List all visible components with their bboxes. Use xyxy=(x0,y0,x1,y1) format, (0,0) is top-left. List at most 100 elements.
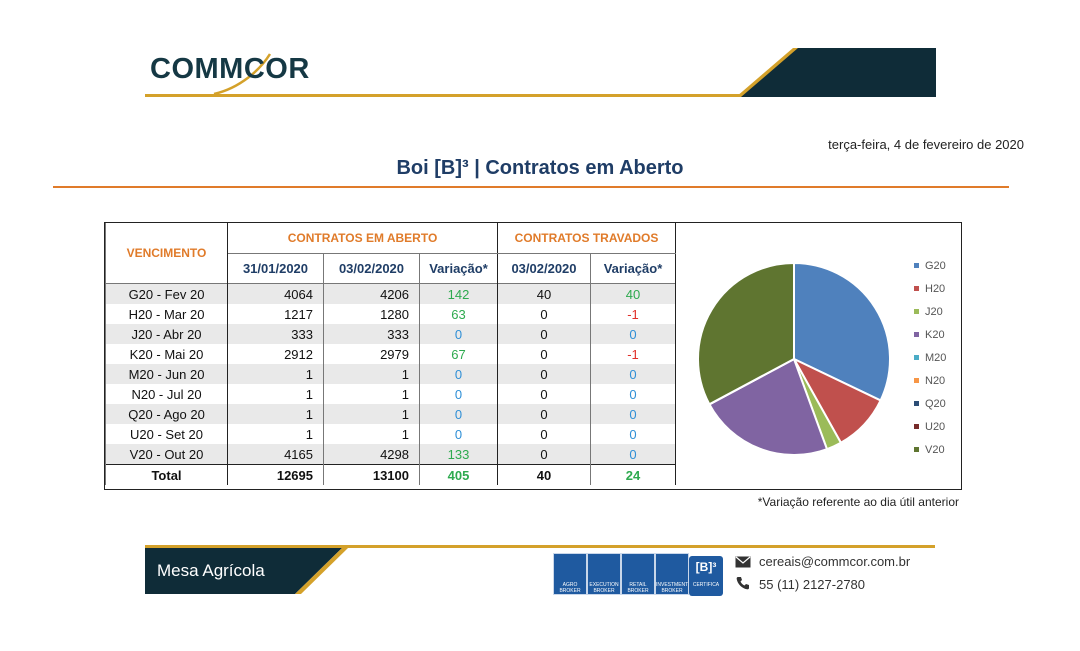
cell-aberto-variacao: 133 xyxy=(419,444,498,465)
cell-aberto-03-02: 1 xyxy=(323,404,420,424)
legend-item-q20: Q20 xyxy=(914,392,946,415)
cell-travados-03-02: 0 xyxy=(497,344,591,364)
cell-aberto-31-01: 1 xyxy=(227,384,324,404)
legend-item-k20: K20 xyxy=(914,323,946,346)
cell-aberto-31-01: 1 xyxy=(227,404,324,424)
cell-aberto-03-02: 1 xyxy=(323,384,420,404)
subheader-date-3: 03/02/2020 xyxy=(497,253,591,284)
table-row: G20 - Fev 20 4064 4206 142 40 40 xyxy=(105,283,676,304)
subheader-variacao-1: Variação* xyxy=(419,253,498,284)
header-band xyxy=(736,48,936,97)
contact-email[interactable]: cereais@commcor.com.br xyxy=(759,554,911,569)
table-row: H20 - Mar 20 1217 1280 63 0 -1 xyxy=(105,304,676,324)
cell-aberto-31-01: 1 xyxy=(227,424,324,444)
cell-aberto-31-01: 4064 xyxy=(227,283,324,304)
legend-swatch xyxy=(914,332,919,337)
legend-label: K20 xyxy=(925,328,945,341)
header-gold-line xyxy=(145,94,935,97)
badge-agro-broker: AGRO BROKER xyxy=(553,553,587,595)
cell-travados-variacao: 0 xyxy=(590,444,676,465)
contact-phone[interactable]: 55 (11) 2127-2780 xyxy=(759,577,866,592)
legend-label: H20 xyxy=(925,282,946,295)
variation-note: *Variação referente ao dia útil anterior xyxy=(757,495,959,509)
cell-travados-variacao: 0 xyxy=(590,364,676,384)
cell-travados-03-02: 0 xyxy=(497,364,591,384)
pie-slice-k20 xyxy=(708,357,829,456)
legend-swatch xyxy=(914,424,919,429)
legend-item-m20: M20 xyxy=(914,346,946,369)
cell-travados-03-02: 40 xyxy=(497,283,591,304)
total-av: 405 xyxy=(419,464,498,485)
row-label-cell: G20 - Fev 20 xyxy=(105,283,228,304)
cell-aberto-variacao: 0 xyxy=(419,384,498,404)
header-contratos-aberto: CONTRATOS EM ABERTO xyxy=(227,223,498,254)
cell-aberto-03-02: 4298 xyxy=(323,444,420,465)
cell-aberto-31-01: 1217 xyxy=(227,304,324,324)
cell-aberto-variacao: 0 xyxy=(419,404,498,424)
total-tv: 24 xyxy=(590,464,676,485)
legend-label: Q20 xyxy=(925,397,946,410)
cell-travados-03-02: 0 xyxy=(497,404,591,424)
row-label-cell: M20 - Jun 20 xyxy=(105,364,228,384)
cell-travados-variacao: 0 xyxy=(590,404,676,424)
total-label: Total xyxy=(105,464,228,485)
b3-badge-text: [B]³ xyxy=(695,560,717,574)
commcor-logo: COMMCOR xyxy=(150,48,320,98)
legend-swatch xyxy=(914,378,919,383)
legend-swatch xyxy=(914,355,919,360)
cell-aberto-variacao: 142 xyxy=(419,283,498,304)
legend-item-n20: N20 xyxy=(914,369,946,392)
cell-aberto-03-02: 2979 xyxy=(323,344,420,364)
b3-certifica-badge: [B]³ CERTIFICA xyxy=(689,556,723,596)
total-t1: 40 xyxy=(497,464,591,485)
logo-text: COMMCOR xyxy=(150,53,310,85)
footer-label: Mesa Agrícola xyxy=(157,561,265,580)
row-label-cell: K20 - Mai 20 xyxy=(105,344,228,364)
table-row: Q20 - Ago 20 1 1 0 0 0 xyxy=(105,404,676,424)
footer-gold-line xyxy=(145,545,935,548)
pie-slice-v20 xyxy=(697,261,795,406)
legend-swatch xyxy=(914,447,919,452)
legend-item-g20: G20 xyxy=(914,254,946,277)
table-row: K20 - Mai 20 2912 2979 67 0 -1 xyxy=(105,344,676,364)
cell-travados-variacao: -1 xyxy=(590,344,676,364)
table-row: V20 - Out 20 4165 4298 133 0 0 xyxy=(105,444,676,465)
b3-cert-text: CERTIFICA xyxy=(692,582,720,588)
table-row: J20 - Abr 20 333 333 0 0 0 xyxy=(105,324,676,344)
subheader-variacao-2: Variação* xyxy=(590,253,676,284)
open-contracts-pie-chart xyxy=(697,261,891,456)
cell-aberto-31-01: 333 xyxy=(227,324,324,344)
title-underline xyxy=(53,186,1009,188)
row-label-cell: Q20 - Ago 20 xyxy=(105,404,228,424)
pie-slice-g20 xyxy=(793,261,891,402)
contracts-table: VENCIMENTO CONTRATOS EM ABERTO CONTRATOS… xyxy=(105,223,676,485)
page-title: Boi [B]³ | Contratos em Aberto xyxy=(396,157,684,179)
legend-swatch xyxy=(914,263,919,268)
cell-travados-variacao: 0 xyxy=(590,324,676,344)
cell-aberto-03-02: 1 xyxy=(323,424,420,444)
total-a2: 13100 xyxy=(323,464,420,485)
subheader-date-2: 03/02/2020 xyxy=(323,253,420,284)
row-label-cell: U20 - Set 20 xyxy=(105,424,228,444)
legend-label: U20 xyxy=(925,420,946,433)
cell-aberto-variacao: 0 xyxy=(419,324,498,344)
legend-item-j20: J20 xyxy=(914,300,946,323)
legend-item-u20: U20 xyxy=(914,415,946,438)
footer-band xyxy=(145,548,348,594)
email-icon xyxy=(735,556,751,568)
report-date: terça-feira, 4 de fevereiro de 2020 xyxy=(828,137,1024,152)
cell-aberto-03-02: 4206 xyxy=(323,283,420,304)
legend-item-h20: H20 xyxy=(914,277,946,300)
legend-item-v20: V20 xyxy=(914,438,946,461)
cell-aberto-31-01: 2912 xyxy=(227,344,324,364)
row-label-cell: J20 - Abr 20 xyxy=(105,324,228,344)
cell-travados-03-02: 0 xyxy=(497,424,591,444)
cell-travados-03-02: 0 xyxy=(497,384,591,404)
badge-retail-broker: RETAIL BROKER xyxy=(621,553,655,595)
logo-swoosh-icon xyxy=(213,53,272,96)
cell-travados-03-02: 0 xyxy=(497,444,591,465)
cell-aberto-variacao: 63 xyxy=(419,304,498,324)
row-label-cell: N20 - Jul 20 xyxy=(105,384,228,404)
cell-travados-variacao: -1 xyxy=(590,304,676,324)
pie-legend: G20 H20 J20 K20 M20 N20 Q20 U20 V20 xyxy=(914,254,946,461)
